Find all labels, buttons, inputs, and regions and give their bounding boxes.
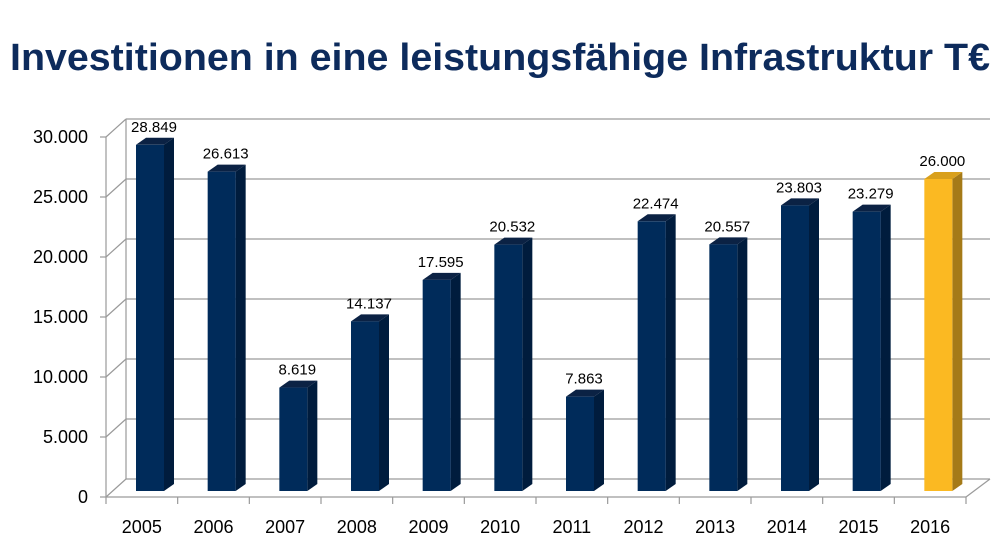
x-tick-label: 2013 [695, 517, 735, 537]
data-label: 17.595 [418, 254, 464, 271]
bar-side [164, 137, 174, 491]
bar-top [422, 272, 461, 280]
bar-side [952, 172, 963, 491]
bar-top [709, 237, 748, 245]
x-tick-label: 2007 [265, 517, 305, 537]
bar-side [665, 214, 676, 491]
bar-side [307, 380, 318, 491]
data-label: 14.137 [346, 295, 392, 312]
side-gridline [105, 478, 127, 498]
y-tick-label: 10.000 [33, 367, 88, 387]
bar-2011 [566, 396, 594, 491]
bar-side [522, 237, 533, 491]
data-label: 20.557 [704, 218, 750, 235]
x-tick-label: 2011 [552, 517, 591, 537]
bar-top [207, 164, 246, 172]
bar-top [351, 314, 389, 322]
bar-2008 [351, 321, 379, 491]
bar-2007 [279, 387, 308, 491]
side-gridline [105, 298, 127, 318]
bar-side [880, 204, 891, 492]
x-tick-label: 2015 [838, 517, 878, 537]
bar-top [852, 204, 891, 212]
data-label: 7.863 [565, 371, 603, 388]
data-label: 28.849 [131, 119, 177, 136]
bar-2015 [852, 211, 881, 492]
bar-top [637, 214, 676, 222]
x-tick-label: 2010 [480, 517, 520, 537]
bar-2012 [637, 221, 666, 491]
bar-top [136, 137, 174, 145]
bar-2005 [136, 144, 164, 491]
x-tick-label: 2008 [337, 517, 377, 537]
y-tick-label: 5.000 [43, 427, 88, 447]
bar-side [450, 272, 461, 491]
side-gridline [105, 118, 127, 138]
side-gridline [105, 238, 127, 258]
bar-side [737, 237, 748, 491]
data-label: 8.619 [279, 362, 317, 379]
bar-2013 [709, 244, 738, 491]
bar-2010 [494, 244, 523, 491]
y-tick-label: 0 [78, 487, 88, 507]
data-label: 23.279 [848, 186, 894, 203]
data-label: 22.474 [633, 195, 679, 212]
x-tick-label: 2009 [408, 517, 448, 537]
x-tick-label: 2005 [122, 517, 162, 537]
bar-top [566, 389, 604, 397]
grid [100, 118, 991, 504]
y-tick-label: 20.000 [33, 247, 88, 267]
bar-side [594, 389, 604, 491]
data-label: 20.532 [489, 219, 535, 236]
x-tick-label: 2006 [193, 517, 233, 537]
floor-edge [965, 478, 991, 498]
side-gridline [105, 418, 127, 438]
chart-title: Investitionen in eine leistungsfähige In… [10, 37, 990, 79]
x-tick-label: 2016 [910, 517, 950, 537]
bar-2016 [924, 179, 953, 491]
side-gridline [105, 178, 127, 198]
data-label: 23.803 [776, 179, 822, 196]
bar-2006 [207, 171, 236, 492]
y-tick-label: 25.000 [33, 187, 88, 207]
y-tick-label: 15.000 [33, 307, 88, 327]
bar-2014 [781, 205, 809, 491]
bar-top [494, 237, 533, 245]
data-label: 26.000 [919, 153, 965, 170]
bar-2009 [422, 279, 451, 491]
bars [136, 137, 963, 492]
labels: 0 5.000 10.000 15.000 20.000 25.000 30.000 28.8… [33, 119, 965, 537]
x-tick-label: 2014 [767, 517, 807, 537]
y-tick-label: 30.000 [33, 127, 88, 147]
bar-top [924, 172, 963, 179]
bar-side [235, 164, 246, 492]
data-label: 26.613 [203, 146, 249, 163]
bar-top [279, 380, 318, 388]
x-tick-label: 2012 [623, 517, 663, 537]
bar-side [809, 198, 819, 491]
bar-side [379, 314, 389, 491]
bar-top [781, 198, 819, 206]
side-gridline [105, 358, 127, 378]
